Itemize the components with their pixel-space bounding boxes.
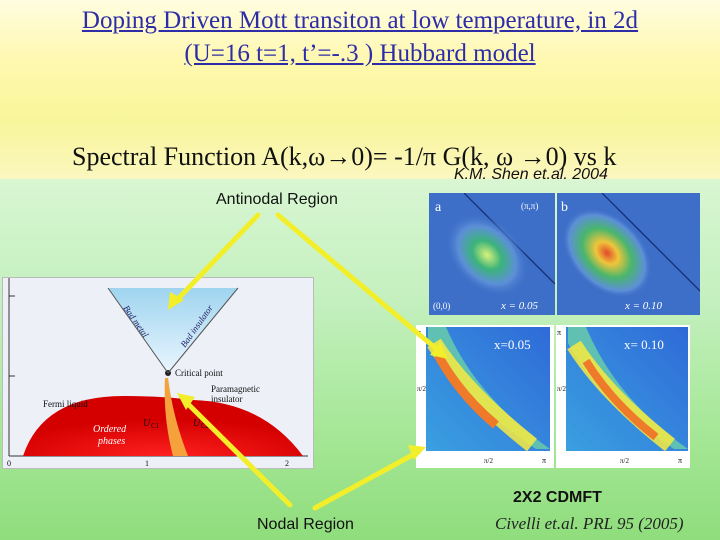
title-line-1: Doping Driven Mott transiton at low temp… bbox=[81, 7, 639, 34]
nodal-label: Nodal Region bbox=[257, 516, 354, 533]
antinodal-label: Antinodal Region bbox=[216, 191, 338, 208]
cdmft2-axis-half-x: π/2 bbox=[620, 457, 629, 465]
phase-label-fermi-liquid: Fermi liquid bbox=[43, 399, 88, 409]
phase-label-uc2-sub: C2 bbox=[201, 422, 210, 430]
arrow-nodal-right bbox=[312, 449, 421, 511]
arpes-panel-a: a (π,π) (0,0) x = 0.05 bbox=[429, 192, 556, 315]
cdmft1-axis-pi-y: π bbox=[417, 328, 421, 337]
phase-label-uc1-sub: C1 bbox=[151, 422, 160, 430]
phase-tick-2: 2 bbox=[285, 459, 289, 468]
phase-label-insulator: insulator bbox=[211, 394, 243, 404]
phase-label-ordered: Ordered bbox=[93, 424, 127, 435]
arpes-a-pi-pi: (π,π) bbox=[521, 201, 538, 211]
phase-label-uc1-u: U bbox=[143, 418, 151, 429]
arpes-a-letter: a bbox=[435, 200, 442, 215]
phase-tick-1: 1 bbox=[145, 459, 149, 468]
phase-label-phases: phases bbox=[97, 436, 125, 447]
arpes-panel-b: b x = 0.10 bbox=[557, 192, 701, 315]
spectral-function-heading: Spectral Function A(k,ω→0)= -1/π G(k, ω … bbox=[72, 142, 617, 171]
phase-label-critical-point: Critical point bbox=[175, 368, 223, 378]
slide-title: Doping Driven Mott transiton at low temp… bbox=[0, 4, 720, 70]
arpes-a-doping: x = 0.05 bbox=[500, 300, 539, 312]
phase-label-uc2-u: U bbox=[193, 418, 201, 429]
cdmft2-doping: x= 0.10 bbox=[624, 337, 664, 352]
cdmft1-doping: x=0.05 bbox=[494, 337, 531, 352]
cdmft-panel-x010: x= 0.10 π π/2 π/2 π bbox=[556, 325, 690, 468]
cdmft-panel-x005: x=0.05 π π/2 π/2 π bbox=[416, 325, 554, 468]
cdmft-label: 2X2 CDMFT bbox=[513, 489, 602, 506]
arpes-b-letter: b bbox=[561, 200, 568, 215]
cdmft1-axis-half-x: π/2 bbox=[484, 457, 493, 465]
shen-credit: K.M. Shen et.al. 2004 bbox=[454, 166, 608, 183]
cdmft2-axis-pi-x: π bbox=[678, 456, 682, 465]
arpes-b-doping: x = 0.10 bbox=[624, 300, 663, 312]
phase-tick-0: 0 bbox=[7, 459, 11, 468]
cdmft2-axis-half-y: π/2 bbox=[557, 385, 566, 393]
phase-diagram: Bad metal Bad insulator Critical point P… bbox=[2, 277, 314, 469]
civelli-credit: Civelli et.al. PRL 95 (2005) bbox=[495, 514, 684, 533]
cdmft1-axis-half-y: π/2 bbox=[417, 385, 426, 393]
cdmft1-axis-pi-x: π bbox=[542, 456, 546, 465]
title-line-2: (U=16 t=1, t’=-.3 ) Hubbard model bbox=[184, 40, 536, 67]
arpes-a-origin: (0,0) bbox=[433, 301, 450, 311]
phase-label-paramagnetic: Paramagnetic bbox=[211, 384, 260, 394]
cdmft2-axis-pi-y: π bbox=[557, 328, 561, 337]
